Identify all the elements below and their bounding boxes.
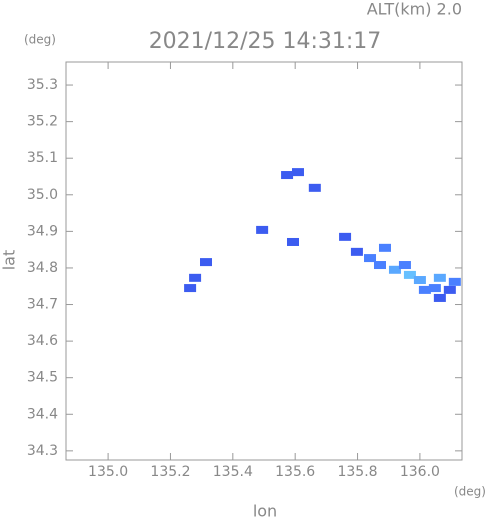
radar-echo: [339, 232, 352, 241]
radar-echo: [291, 168, 304, 177]
radar-echo: [398, 261, 411, 270]
x-tick-label: 135.4: [213, 464, 253, 480]
y-tick-label: 34.8: [27, 260, 58, 276]
radar-echo: [200, 258, 213, 267]
radar-echo: [286, 237, 299, 246]
radar-echo: [256, 225, 269, 234]
radar-echo: [281, 171, 294, 180]
radar-echo: [428, 284, 441, 293]
x-tick-label: 136.0: [400, 464, 440, 480]
x-unit: (deg): [454, 485, 486, 499]
y-unit: (deg): [24, 33, 56, 47]
y-tick-label: 34.5: [27, 370, 58, 386]
radar-echo: [189, 273, 202, 282]
x-tick-label: 135.0: [88, 464, 128, 480]
y-tick-label: 35.2: [27, 114, 58, 130]
y-tick-label: 34.3: [27, 443, 58, 459]
radar-echo: [413, 276, 426, 285]
radar-echo: [418, 285, 431, 294]
y-tick-label: 34.4: [27, 406, 58, 422]
radar-echo: [373, 261, 386, 270]
y-tick-label: 34.6: [27, 333, 58, 349]
y-tick-label: 35.3: [27, 77, 58, 93]
altitude-label: ALT(km) 2.0: [367, 0, 462, 19]
y-tick-label: 34.9: [27, 223, 58, 239]
chart-title: 2021/12/25 14:31:17: [149, 29, 382, 54]
radar-echo: [364, 254, 377, 263]
y-tick-label: 34.7: [27, 297, 58, 313]
radar-echo: [308, 183, 321, 192]
x-tick-label: 135.8: [337, 464, 377, 480]
radar-echo: [433, 293, 446, 302]
radar-echo: [433, 273, 446, 282]
radar-echo: [350, 247, 363, 256]
radar-echo: [184, 284, 197, 293]
radar-echo: [448, 277, 461, 286]
radar-echo: [403, 270, 416, 279]
x-tick-label: 135.6: [275, 464, 315, 480]
y-tick-label: 35.1: [27, 150, 58, 166]
radar-echo: [443, 285, 456, 294]
radar-echo: [378, 243, 391, 252]
plot-frame: [65, 61, 463, 461]
radar-echo: [388, 265, 401, 274]
x-tick-label: 135.2: [150, 464, 190, 480]
y-tick-label: 35.0: [27, 187, 58, 203]
x-axis-label: lon: [253, 502, 277, 521]
y-axis-label: lat: [0, 250, 19, 271]
